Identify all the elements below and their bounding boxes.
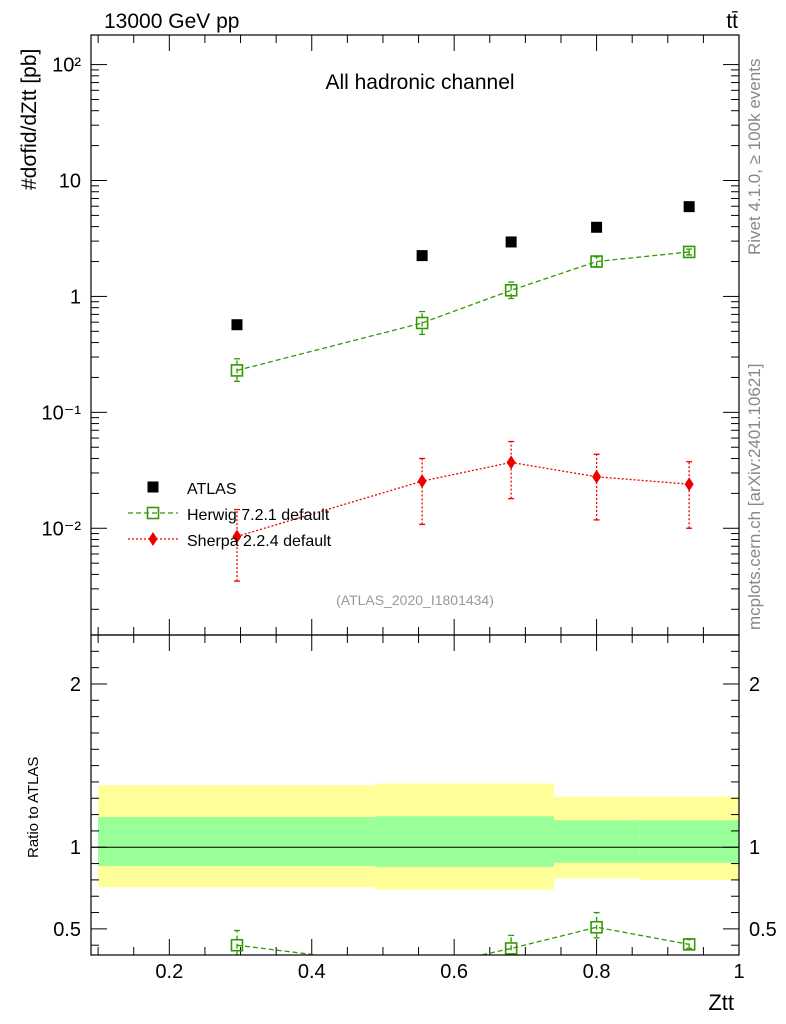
ratio-y-tick-label-right: 1: [749, 837, 760, 859]
stat-uncertainty-band: [98, 817, 376, 867]
ratio-plot-frame: [90, 634, 740, 956]
ratio-series: [230, 911, 696, 974]
ratio-y-axis-title: Ratio to ATLAS: [25, 757, 42, 858]
x-tick-label: 0.2: [155, 961, 183, 983]
main-series: [230, 201, 696, 582]
legend: ATLAS Herwig 7.2.1 default Sherpa 2.2.4 de…: [128, 481, 332, 550]
sherpa-point: [592, 469, 602, 484]
energy-label: 13000 GeV pp: [104, 10, 239, 33]
herwig-ratio-point: [682, 938, 696, 951]
legend-sherpa-label: Sherpa 2.2.4 default: [187, 533, 332, 550]
y-tick-label: 10²: [52, 55, 81, 77]
process-label: tt̄: [726, 10, 738, 33]
atlas-point: [416, 250, 428, 262]
legend-sherpa-marker: [148, 532, 158, 546]
stat-uncertainty-band: [553, 820, 640, 863]
stat-uncertainty-band: [639, 820, 739, 863]
herwig-point: [590, 255, 603, 268]
sherpa-point: [232, 529, 242, 544]
herwig-line: [236, 251, 690, 372]
channel-title: All hadronic channel: [325, 71, 514, 94]
sherpa-point: [506, 455, 516, 470]
herwig-ratio-point: [590, 920, 603, 934]
y-tick-label: 1: [70, 286, 81, 308]
ratio-y-tick-label-right: 0.5: [749, 919, 777, 941]
ratio-bands: [91, 783, 739, 890]
side-rivet-label: Rivet 4.1.0, ≥ 100k events: [745, 59, 764, 255]
herwig-ratio-point: [504, 942, 518, 955]
atlas-point: [231, 319, 243, 331]
x-axis-title: Ztt: [708, 990, 734, 1015]
atlas-point: [505, 236, 517, 248]
y-tick-label: 10⁻²: [42, 518, 82, 540]
herwig-point: [415, 316, 429, 330]
legend-atlas-marker: [147, 481, 159, 493]
main-axis-ticks: 10⁻² 10⁻¹ 1 10 10²: [42, 35, 740, 635]
herwig-point: [682, 245, 696, 259]
x-tick-label: 0.4: [298, 961, 326, 983]
sherpa-point: [684, 477, 694, 492]
atlas-point: [591, 221, 603, 233]
legend-atlas-label: ATLAS: [187, 481, 237, 498]
herwig-ratio-point: [230, 938, 244, 952]
main-y-axis-title: #dσfid/dZtt [pb]: [18, 49, 41, 190]
ratio-y-tick-label-left: 2: [70, 674, 81, 696]
legend-herwig-label: Herwig 7.2.1 default: [187, 507, 330, 524]
x-tick-label: 0.8: [583, 961, 611, 983]
x-tick-label: 1: [733, 961, 744, 983]
sherpa-line: [236, 461, 690, 538]
ratio-y-tick-label-left: 1: [70, 837, 81, 859]
stat-uncertainty-band: [375, 816, 554, 867]
herwig-ratio-point: [417, 963, 428, 974]
analysis-id: (ATLAS_2020_I1801434): [336, 592, 494, 608]
ratio-y-tick-label-left: 0.5: [53, 919, 81, 941]
x-tick-label: 0.6: [440, 961, 468, 983]
sherpa-point: [417, 474, 427, 489]
herwig-point: [504, 283, 518, 297]
ratio-y-tick-label-right: 2: [749, 674, 760, 696]
y-tick-label: 10⁻¹: [42, 402, 82, 424]
legend-herwig-marker: [146, 506, 160, 520]
y-tick-label: 10: [59, 171, 81, 193]
side-mcplots-label: mcplots.cern.ch [arXiv:2401.10621]: [745, 364, 764, 630]
atlas-point: [683, 201, 695, 213]
herwig-point: [230, 364, 244, 377]
